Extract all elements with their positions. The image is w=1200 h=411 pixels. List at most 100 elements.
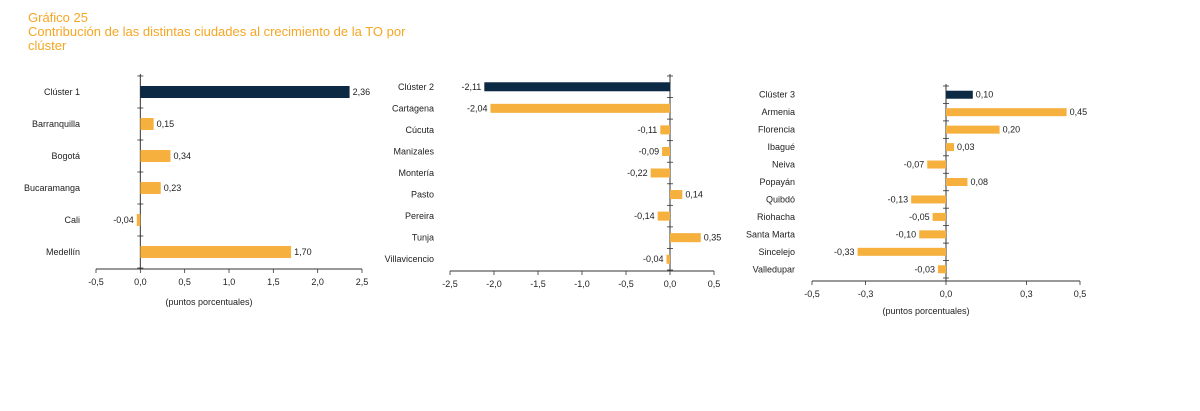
category-label: Armenia: [761, 107, 795, 117]
category-label: Clúster 3: [759, 90, 795, 100]
category-label: Cali: [64, 215, 80, 225]
value-label: -0,33: [834, 247, 855, 257]
category-label: Neiva: [772, 160, 795, 170]
chart-heading: Gráfico 25 Contribución de las distintas…: [28, 11, 405, 53]
value-label: -0,22: [627, 168, 648, 178]
bar: [670, 190, 683, 200]
bar: [136, 214, 141, 226]
value-label: -0,09: [639, 146, 660, 156]
bar: [484, 82, 670, 92]
category-label: Florencia: [758, 125, 795, 135]
x-tick-label: -1,0: [574, 279, 590, 289]
value-label: 0,10: [976, 90, 994, 100]
bar: [140, 86, 350, 98]
value-label: 0,45: [1070, 107, 1088, 117]
figure-title-line-2: clúster: [28, 38, 67, 53]
category-label: Riohacha: [757, 212, 795, 222]
bar: [946, 108, 1067, 117]
value-label: 0,35: [704, 233, 722, 243]
bar: [666, 254, 670, 264]
value-label: -0,11: [637, 125, 657, 135]
category-label: Tunja: [412, 233, 434, 243]
category-label: Valledupar: [753, 264, 795, 274]
category-label: Villavicencio: [385, 254, 434, 264]
category-label: Bogotá: [51, 151, 80, 161]
category-label: Barranquilla: [32, 119, 80, 129]
bar: [670, 233, 701, 243]
value-label: -2,11: [461, 82, 481, 92]
category-label: Santa Marta: [746, 229, 795, 239]
value-label: -0,07: [904, 160, 925, 170]
bar: [927, 160, 946, 169]
x-tick-label: 2,5: [356, 277, 369, 287]
bar: [140, 118, 154, 130]
chart-1: Clúster 1 2,36 Barranquilla 0,15 Bogotá 0,34 B…: [24, 74, 370, 307]
x-axis-title: (puntos porcentuales): [165, 297, 252, 307]
bar: [946, 90, 973, 99]
x-tick-label: 1,5: [267, 277, 280, 287]
bar: [490, 103, 670, 113]
value-label: -0,04: [643, 254, 664, 264]
x-tick-label: 0,3: [1020, 289, 1033, 299]
x-tick-label: 0,0: [664, 279, 677, 289]
bar: [660, 125, 670, 135]
chart-3: Clúster 3 0,10 Armenia 0,45 Florencia 0,20 Iba…: [746, 84, 1087, 316]
bar: [140, 182, 161, 194]
category-label: Manizales: [393, 146, 434, 156]
value-label: -0,13: [888, 194, 909, 204]
bar: [946, 125, 1000, 134]
bar: [662, 146, 670, 156]
category-label: Popayán: [759, 177, 795, 187]
x-tick-label: -0,5: [88, 277, 104, 287]
value-label: -0,03: [914, 264, 935, 274]
value-label: -2,04: [467, 103, 488, 113]
category-label: Quibdó: [766, 194, 795, 204]
value-label: 0,15: [157, 119, 175, 129]
value-label: -0,10: [896, 229, 917, 239]
bar: [857, 247, 946, 256]
value-label: 0,20: [1003, 125, 1021, 135]
x-tick-label: -1,5: [530, 279, 546, 289]
value-label: 0,08: [970, 177, 988, 187]
value-label: 0,34: [173, 151, 191, 161]
x-tick-label: -2,0: [486, 279, 502, 289]
category-label: Clúster 2: [398, 82, 434, 92]
bar: [946, 178, 968, 186]
bar: [650, 168, 670, 178]
bar: [946, 143, 955, 152]
figure-number: Gráfico 25: [28, 10, 88, 25]
value-label: 0,03: [957, 142, 975, 152]
x-tick-label: -0,3: [858, 289, 874, 299]
value-label: 0,23: [164, 183, 182, 193]
category-label: Ibagué: [767, 142, 795, 152]
x-tick-label: -0,5: [804, 289, 820, 299]
value-label: 0,14: [685, 190, 703, 200]
x-tick-label: 0,5: [178, 277, 191, 287]
bar: [140, 150, 171, 162]
x-tick-label: 0,0: [134, 277, 147, 287]
value-label: -0,05: [909, 212, 930, 222]
value-label: -0,14: [634, 211, 655, 221]
x-tick-label: -2,5: [442, 279, 458, 289]
value-label: 1,70: [294, 247, 312, 257]
value-label: 2,36: [353, 87, 371, 97]
category-label: Cartagena: [392, 103, 434, 113]
chart-2: Clúster 2 -2,11 Cartagena -2,04 Cúcuta -0,11 M…: [385, 74, 722, 289]
category-label: Sincelejo: [758, 247, 795, 257]
category-label: Montería: [398, 168, 434, 178]
x-tick-label: 2,0: [311, 277, 324, 287]
x-tick-label: 0,5: [708, 279, 721, 289]
category-label: Bucaramanga: [24, 183, 80, 193]
category-label: Medellín: [46, 247, 80, 257]
category-label: Cúcuta: [405, 125, 434, 135]
value-label: -0,04: [113, 215, 134, 225]
x-tick-label: -0,5: [618, 279, 634, 289]
category-label: Pereira: [405, 211, 434, 221]
x-tick-label: 0,5: [1074, 289, 1087, 299]
bar: [657, 211, 670, 221]
x-tick-label: 1,0: [223, 277, 236, 287]
bar: [932, 212, 946, 221]
bar: [911, 195, 946, 204]
bar: [919, 230, 946, 239]
